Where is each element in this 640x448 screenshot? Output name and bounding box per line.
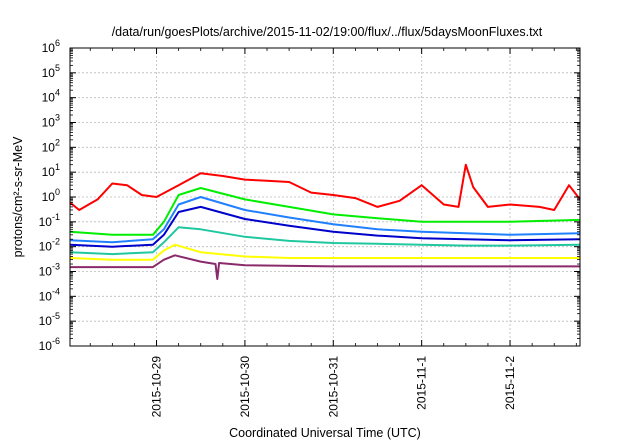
y-tick-label: 101 bbox=[42, 162, 60, 179]
series-line-2 bbox=[69, 196, 581, 244]
chart-title: /data/run/goesPlots/archive/2015-11-02/1… bbox=[112, 25, 543, 39]
y-tick-label: 104 bbox=[42, 88, 60, 105]
y-tick-label: 103 bbox=[42, 113, 60, 130]
series-line-1 bbox=[69, 187, 581, 236]
y-axis-label: protons/cm²-s-sr-MeV bbox=[11, 136, 25, 258]
series-layer bbox=[69, 163, 581, 280]
y-tick-label: 105 bbox=[42, 63, 60, 80]
x-tick-label: 2015-10-31 bbox=[326, 356, 340, 418]
y-tick-label: 10-1 bbox=[39, 212, 60, 229]
series-line-0 bbox=[69, 163, 581, 211]
x-tick-label: 2015-11-2 bbox=[503, 356, 517, 410]
grid bbox=[70, 48, 580, 346]
x-axis-label: Coordinated Universal Time (UTC) bbox=[229, 426, 421, 440]
x-tick-label: 2015-10-29 bbox=[150, 356, 164, 418]
y-tick-label: 106 bbox=[42, 38, 60, 55]
x-tick-label: 2015-11-1 bbox=[415, 356, 429, 410]
series-line-3 bbox=[69, 205, 581, 248]
series-line-4 bbox=[69, 226, 581, 256]
y-tick-label: 102 bbox=[42, 137, 60, 154]
y-tick-label: 10-3 bbox=[39, 262, 60, 279]
x-tick-label: 2015-10-30 bbox=[238, 356, 252, 418]
y-tick-label: 10-6 bbox=[39, 336, 60, 353]
y-tick-label: 10-4 bbox=[39, 286, 60, 303]
series-line-5 bbox=[69, 243, 580, 261]
x-axis: 2015-10-29 2015-10-30 2015-10-31 2015-11-1 2… bbox=[89, 48, 577, 418]
y-tick-label: 10-2 bbox=[39, 237, 60, 254]
y-tick-label: 10-5 bbox=[39, 311, 60, 328]
y-tick-label: 100 bbox=[42, 187, 60, 204]
series-line-6 bbox=[70, 254, 580, 280]
y-axis: 10-6 10-5 10-4 10-3 10-2 10-1 100 101 102 103 104 1… bbox=[39, 38, 580, 353]
